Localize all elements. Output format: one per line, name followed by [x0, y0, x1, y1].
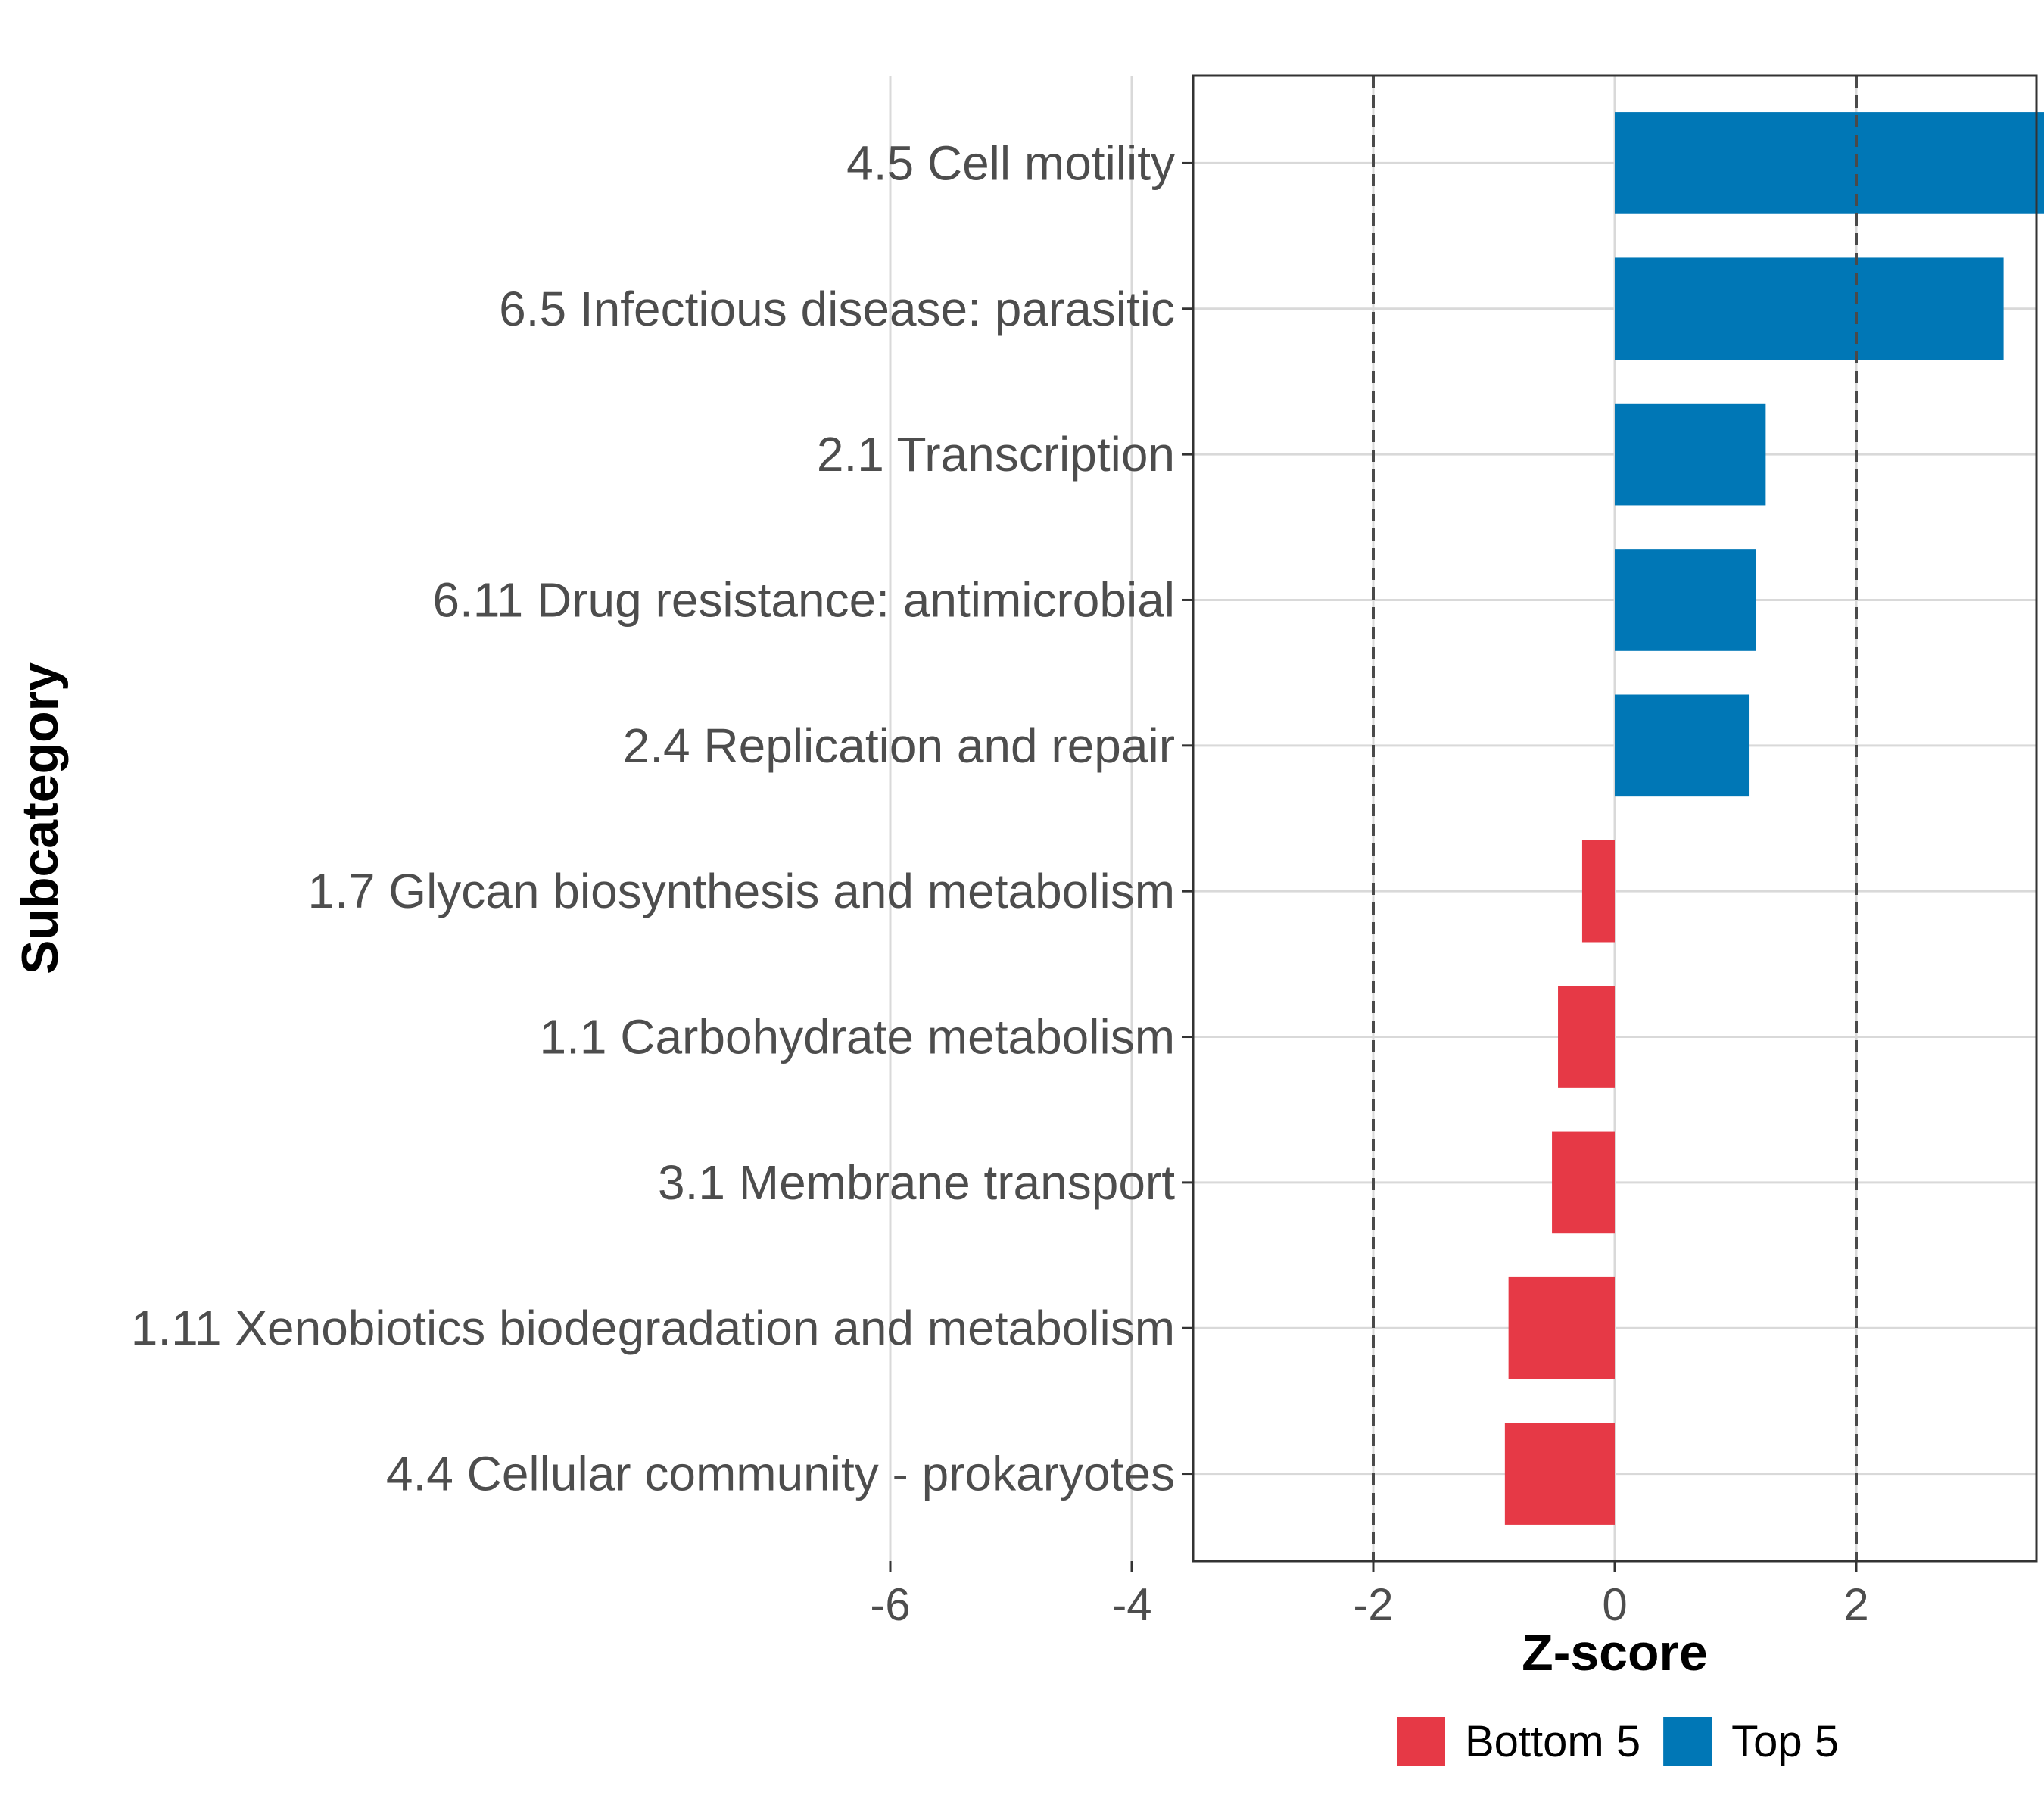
legend-key [1663, 1717, 1712, 1766]
category-label: 2.4 Replication and repair [623, 718, 1175, 773]
bar [1615, 257, 2004, 360]
x-tick-label: -2 [1353, 1579, 1393, 1630]
reference-lines [1372, 76, 1858, 1561]
category-label: 1.7 Glycan biosynthesis and metabolism [308, 864, 1175, 918]
bar [1615, 403, 1766, 506]
category-label: 6.11 Drug resistance: antimicrobial [432, 572, 1175, 627]
y-axis-title: Subcategory [11, 662, 69, 974]
x-tick-label: -6 [870, 1579, 910, 1630]
bar [1558, 986, 1615, 1088]
category-label: 1.1 Carbohydrate metabolism [539, 1010, 1175, 1064]
bar [1615, 694, 1750, 797]
bar [1615, 549, 1756, 651]
legend-label: Top 5 [1731, 1717, 1839, 1766]
legend-key [1397, 1717, 1445, 1766]
category-label: 4.4 Cellular community - prokaryotes [386, 1447, 1175, 1501]
category-label: 2.1 Transcription [817, 427, 1175, 482]
category-label: 3.1 Membrane transport [658, 1155, 1175, 1210]
bars-layer [1504, 112, 2044, 1525]
x-tick-label: 0 [1602, 1579, 1627, 1630]
bar [1504, 1423, 1615, 1525]
x-axis-title: Z-score [1522, 1624, 1708, 1681]
category-label: 1.11 Xenobiotics biodegradation and meta… [131, 1301, 1175, 1355]
bar [1508, 1276, 1615, 1379]
category-label: 4.5 Cell motility [846, 136, 1175, 190]
x-tick-label: -4 [1111, 1579, 1151, 1630]
x-tick-label: 2 [1843, 1579, 1868, 1630]
legend: Bottom 5 Top 5 [1397, 1717, 1839, 1766]
legend-label: Bottom 5 [1465, 1717, 1640, 1766]
bar [1615, 112, 2044, 214]
category-label: 6.5 Infectious disease: parasitic [499, 282, 1175, 336]
bar [1581, 840, 1615, 943]
axes: 4.5 Cell motility 6.5 Infectious disease:… [131, 136, 1869, 1630]
bar [1552, 1131, 1615, 1234]
